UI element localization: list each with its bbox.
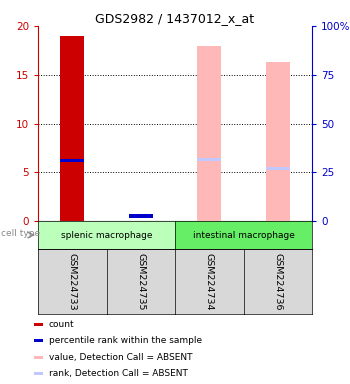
Text: GSM224736: GSM224736	[273, 253, 282, 310]
FancyBboxPatch shape	[34, 372, 43, 375]
Text: GSM224734: GSM224734	[205, 253, 214, 310]
Bar	[60, 159, 84, 162]
Text: rank, Detection Call = ABSENT: rank, Detection Call = ABSENT	[49, 369, 188, 378]
Bar	[266, 167, 290, 170]
FancyBboxPatch shape	[34, 339, 43, 342]
Text: GSM224733: GSM224733	[68, 253, 77, 310]
Text: intestinal macrophage: intestinal macrophage	[193, 230, 294, 240]
Text: value, Detection Call = ABSENT: value, Detection Call = ABSENT	[49, 353, 192, 362]
Text: cell type: cell type	[1, 229, 41, 238]
Bar	[197, 45, 221, 221]
FancyBboxPatch shape	[34, 356, 43, 359]
FancyBboxPatch shape	[34, 323, 43, 326]
Bar	[129, 214, 153, 218]
Bar	[197, 158, 221, 161]
Text: splenic macrophage: splenic macrophage	[61, 230, 152, 240]
Title: GDS2982 / 1437012_x_at: GDS2982 / 1437012_x_at	[96, 12, 254, 25]
Text: count: count	[49, 320, 74, 329]
Bar	[60, 36, 84, 221]
Text: GSM224735: GSM224735	[136, 253, 145, 310]
Bar	[266, 62, 290, 221]
Text: percentile rank within the sample: percentile rank within the sample	[49, 336, 202, 345]
